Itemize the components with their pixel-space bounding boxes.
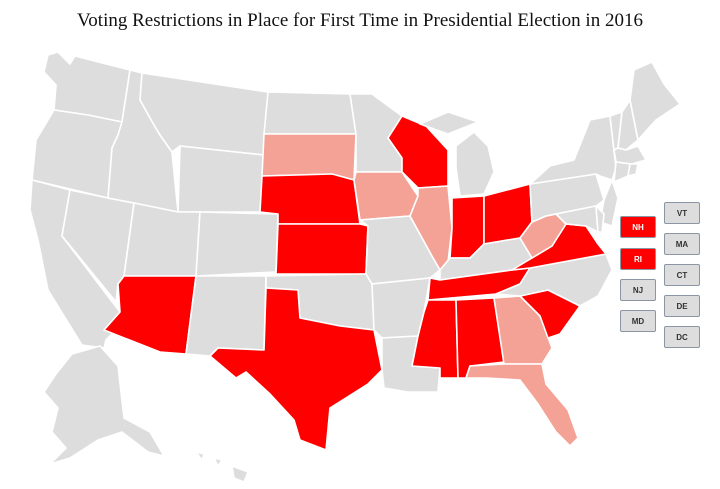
state-SD[interactable] — [261, 133, 357, 181]
state-TX[interactable] — [209, 287, 383, 451]
state-DE[interactable] — [595, 205, 605, 233]
small-state-dc[interactable]: DC — [664, 326, 700, 348]
small-state-vt[interactable]: VT — [664, 202, 700, 224]
small-state-label-md: MD — [631, 316, 645, 326]
small-state-de[interactable]: DE — [664, 295, 700, 317]
small-state-label-ri: RI — [634, 254, 642, 264]
small-state-ct[interactable]: CT — [664, 264, 700, 286]
map-title: Voting Restrictions in Place for First T… — [77, 10, 643, 31]
small-state-nh[interactable]: NH — [620, 216, 656, 238]
small-state-ma[interactable]: MA — [664, 233, 700, 255]
state-KS[interactable] — [275, 223, 369, 275]
small-state-label-nh: NH — [632, 222, 644, 232]
state-HI[interactable] — [195, 451, 249, 483]
small-state-label-nj: NJ — [632, 285, 644, 295]
small-state-label-ma: MA — [675, 239, 689, 249]
small-state-label-de: DE — [676, 301, 688, 311]
state-NM[interactable] — [185, 275, 267, 357]
state-MI[interactable] — [419, 111, 495, 197]
state-NH[interactable] — [617, 99, 639, 151]
small-state-ri[interactable]: RI — [620, 248, 656, 270]
state-CO[interactable] — [195, 211, 279, 277]
state-FL[interactable] — [465, 363, 579, 447]
small-state-label-dc: DC — [676, 332, 688, 342]
small-state-nj[interactable]: NJ — [620, 279, 656, 301]
state-WY[interactable] — [177, 145, 265, 213]
small-state-label-ct: CT — [676, 270, 688, 280]
state-CT[interactable] — [613, 161, 631, 183]
state-RI[interactable] — [627, 163, 639, 177]
small-state-md[interactable]: MD — [620, 310, 656, 332]
state-ME[interactable] — [629, 61, 681, 141]
small-state-label-vt: VT — [676, 208, 688, 218]
state-UT[interactable] — [123, 202, 201, 277]
state-ND[interactable] — [263, 91, 357, 135]
state-MA[interactable] — [613, 145, 647, 165]
state-AK[interactable] — [43, 345, 165, 465]
state-AZ[interactable] — [103, 275, 197, 355]
state-NY[interactable] — [529, 115, 617, 185]
